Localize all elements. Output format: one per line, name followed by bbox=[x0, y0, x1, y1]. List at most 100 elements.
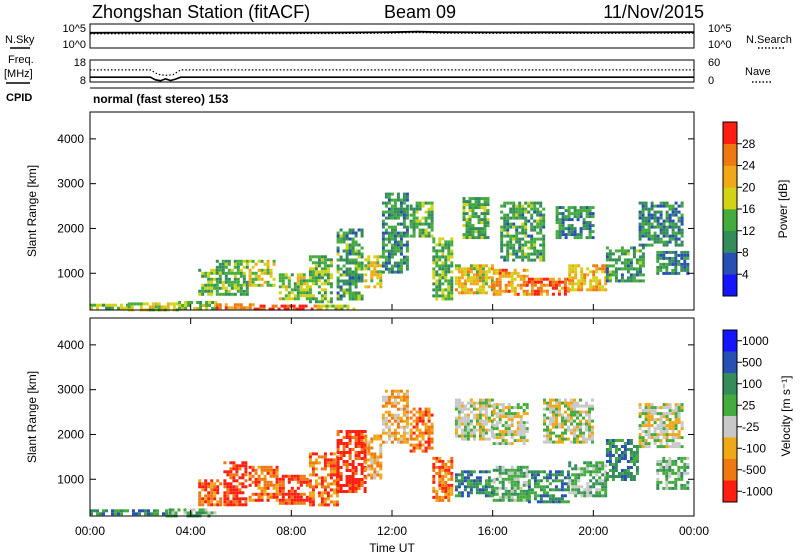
range-cell bbox=[555, 410, 558, 414]
range-cell bbox=[563, 476, 567, 480]
range-cell bbox=[525, 268, 529, 272]
range-cell bbox=[680, 474, 684, 478]
range-cell bbox=[561, 224, 565, 228]
range-cell bbox=[251, 259, 255, 263]
range-cell bbox=[536, 225, 540, 229]
range-cell bbox=[506, 234, 510, 238]
range-cell bbox=[444, 492, 448, 496]
range-cell bbox=[266, 471, 270, 475]
range-cell bbox=[680, 231, 684, 235]
range-cell bbox=[198, 503, 202, 507]
range-cell bbox=[582, 431, 585, 435]
range-cell bbox=[620, 261, 624, 265]
range-cell bbox=[483, 197, 487, 201]
range-cell bbox=[525, 489, 529, 493]
range-cell bbox=[477, 197, 481, 201]
range-cell bbox=[614, 457, 618, 460]
range-cell bbox=[457, 419, 461, 423]
range-cell bbox=[370, 264, 374, 268]
range-cell bbox=[582, 437, 585, 441]
range-cell bbox=[114, 512, 117, 516]
range-cell bbox=[257, 465, 261, 469]
range-cell bbox=[278, 489, 282, 493]
freq-right-bottom-tick: 0 bbox=[708, 75, 714, 87]
range-cell bbox=[638, 439, 642, 443]
range-cell bbox=[432, 240, 436, 244]
range-cell bbox=[357, 249, 361, 253]
range-cell bbox=[405, 231, 409, 235]
range-cell bbox=[527, 258, 531, 262]
range-cell bbox=[563, 280, 567, 284]
range-cell bbox=[305, 279, 309, 283]
range-cell bbox=[254, 262, 258, 266]
range-cell bbox=[399, 407, 403, 411]
range-cell bbox=[466, 279, 470, 283]
range-cell bbox=[218, 271, 222, 275]
range-cell bbox=[492, 489, 496, 493]
range-cell bbox=[204, 511, 208, 515]
range-cell bbox=[427, 207, 431, 211]
range-cell bbox=[204, 274, 208, 278]
range-cell bbox=[412, 443, 416, 447]
range-cell bbox=[555, 416, 558, 420]
range-cell bbox=[354, 264, 358, 268]
range-cell bbox=[432, 270, 436, 274]
range-cell bbox=[329, 464, 333, 468]
scatter-patch bbox=[336, 430, 367, 493]
range-cell bbox=[299, 282, 303, 286]
range-cell bbox=[484, 282, 488, 286]
range-cell bbox=[332, 470, 336, 474]
range-cell bbox=[668, 222, 672, 226]
range-cell bbox=[260, 468, 264, 472]
scatter-patch bbox=[248, 259, 276, 287]
range-cell bbox=[357, 430, 361, 433]
range-cell bbox=[519, 468, 523, 472]
range-cell bbox=[207, 511, 211, 515]
range-cell bbox=[430, 213, 434, 217]
range-cell bbox=[396, 270, 400, 274]
range-cell bbox=[435, 291, 439, 295]
range-cell bbox=[641, 228, 645, 232]
range-cell bbox=[308, 479, 312, 483]
range-cell bbox=[558, 212, 562, 216]
range-cell bbox=[275, 480, 279, 484]
range-cell bbox=[457, 485, 461, 489]
range-cell bbox=[284, 288, 288, 292]
range-cell bbox=[506, 240, 510, 244]
range-cell bbox=[588, 434, 591, 438]
range-cell bbox=[432, 465, 436, 469]
range-cell bbox=[548, 482, 552, 486]
range-cell bbox=[545, 283, 549, 287]
range-cell bbox=[536, 485, 540, 489]
range-cell bbox=[554, 473, 558, 477]
range-cell bbox=[668, 403, 672, 407]
range-cell bbox=[393, 216, 397, 220]
range-cell bbox=[595, 464, 599, 468]
range-cell bbox=[236, 286, 240, 290]
range-cell bbox=[561, 431, 564, 435]
range-cell bbox=[501, 424, 505, 428]
range-cell bbox=[665, 474, 669, 478]
range-cell bbox=[360, 448, 364, 451]
range-cell bbox=[481, 413, 485, 417]
range-cell bbox=[498, 415, 502, 419]
range-cell bbox=[236, 262, 240, 266]
range-cell bbox=[384, 419, 388, 423]
range-cell bbox=[418, 219, 422, 223]
range-cell bbox=[199, 304, 203, 307]
range-cell bbox=[381, 213, 385, 217]
range-cell bbox=[311, 467, 315, 471]
range-cell bbox=[604, 267, 608, 271]
range-cell bbox=[555, 221, 559, 225]
range-cell bbox=[665, 204, 669, 208]
range-cell bbox=[659, 253, 663, 257]
range-cell bbox=[454, 422, 458, 426]
range-cell bbox=[510, 442, 514, 446]
range-cell bbox=[472, 413, 476, 417]
range-cell bbox=[290, 474, 294, 478]
range-cell bbox=[438, 474, 442, 478]
range-cell bbox=[635, 454, 639, 457]
range-cell bbox=[232, 497, 236, 501]
range-cell bbox=[360, 484, 364, 487]
range-cell bbox=[221, 292, 225, 296]
